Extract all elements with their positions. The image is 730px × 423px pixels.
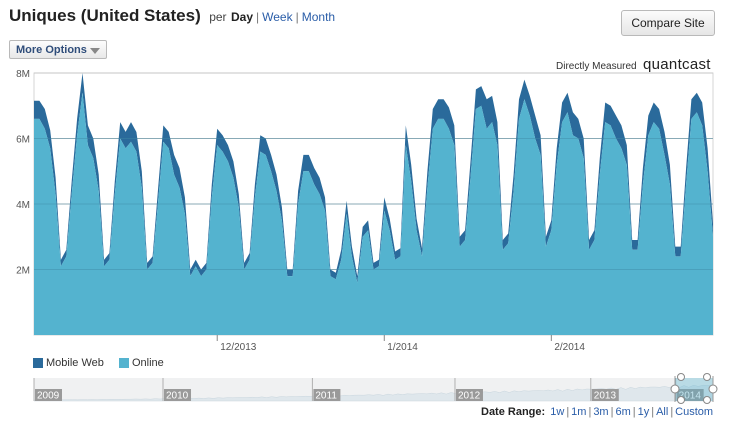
range-separator: | <box>670 406 674 418</box>
year-label-bg <box>35 389 62 401</box>
per-label: per <box>209 10 227 24</box>
period-week-link[interactable]: Week <box>262 10 293 24</box>
year-label-bg <box>455 389 483 401</box>
y-tick-label: 8M <box>16 69 30 80</box>
range-6m-link[interactable]: 6m <box>615 406 631 418</box>
legend-item-mobile-web[interactable]: Mobile Web <box>33 357 104 369</box>
range-separator: | <box>588 406 592 418</box>
range-separator: | <box>651 406 655 418</box>
title-row: Uniques (United States) per Day | Week | Mon… <box>9 6 335 26</box>
range-separator: | <box>610 406 614 418</box>
uniques-chart: 2M 4M 6M 8M 12/2013 1/2014 2/2014 <box>16 69 714 350</box>
period-month-link[interactable]: Month <box>301 10 336 24</box>
legend: Mobile Web Online <box>33 357 176 371</box>
date-range-label: Date Range: <box>481 406 546 418</box>
range-1m-link[interactable]: 1m <box>571 406 587 418</box>
y-axis: 2M 4M 6M 8M <box>16 69 30 277</box>
year-label-bg <box>313 389 341 401</box>
year-label: 2011 <box>315 391 337 402</box>
navigator-left-handle[interactable] <box>670 373 685 404</box>
year-label: 2014 <box>679 391 702 402</box>
period-separator: | <box>295 10 299 24</box>
navigator-selection[interactable] <box>675 378 713 401</box>
legend-swatch-online <box>118 358 129 368</box>
date-range-bar: Date Range: 1w | 1m | 3m | 6m | 1y | All | Custom <box>481 406 713 418</box>
period-day-link[interactable]: Day <box>231 10 254 24</box>
directly-measured-label: Directly Measured <box>556 61 637 72</box>
year-label: 2010 <box>166 391 189 402</box>
overlay-grid <box>34 138 713 270</box>
more-options-button[interactable]: More Options <box>9 40 107 59</box>
range-custom-link[interactable]: Custom <box>675 406 714 418</box>
range-3m-link[interactable]: 3m <box>593 406 609 418</box>
y-tick-label: 6M <box>16 135 30 146</box>
navigator-right-handle[interactable] <box>703 373 718 404</box>
legend-label-mobile-web: Mobile Web <box>46 357 104 369</box>
quantcast-logo: quantcast <box>643 56 711 73</box>
legend-label-online: Online <box>131 357 164 369</box>
legend-item-online[interactable]: Online <box>118 357 164 369</box>
y-tick-label: 4M <box>16 200 30 211</box>
range-separator: | <box>566 406 570 418</box>
legend-swatch-mobile-web <box>33 358 43 368</box>
range-all-link[interactable]: All <box>656 406 669 418</box>
online-area <box>34 92 713 335</box>
x-tick-label: 1/2014 <box>387 342 418 350</box>
year-label-bg <box>164 389 192 401</box>
range-separator: | <box>632 406 636 418</box>
compare-site-button[interactable]: Compare Site <box>621 10 715 36</box>
year-label-bg <box>591 389 619 401</box>
x-tick-label: 2/2014 <box>554 342 585 350</box>
y-tick-label: 2M <box>16 266 30 277</box>
period-separator: | <box>256 10 260 24</box>
range-1w-link[interactable]: 1w <box>550 406 565 418</box>
more-options-label: More Options <box>16 44 87 56</box>
chevron-down-icon <box>90 48 100 54</box>
x-axis: 12/2013 1/2014 2/2014 <box>216 335 585 350</box>
year-label: 2012 <box>458 391 481 402</box>
range-1y-link[interactable]: 1y <box>637 406 650 418</box>
year-label: 2009 <box>37 391 60 402</box>
x-tick-label: 12/2013 <box>220 342 257 350</box>
page-title: Uniques (United States) <box>9 6 201 25</box>
year-label: 2013 <box>594 391 617 402</box>
